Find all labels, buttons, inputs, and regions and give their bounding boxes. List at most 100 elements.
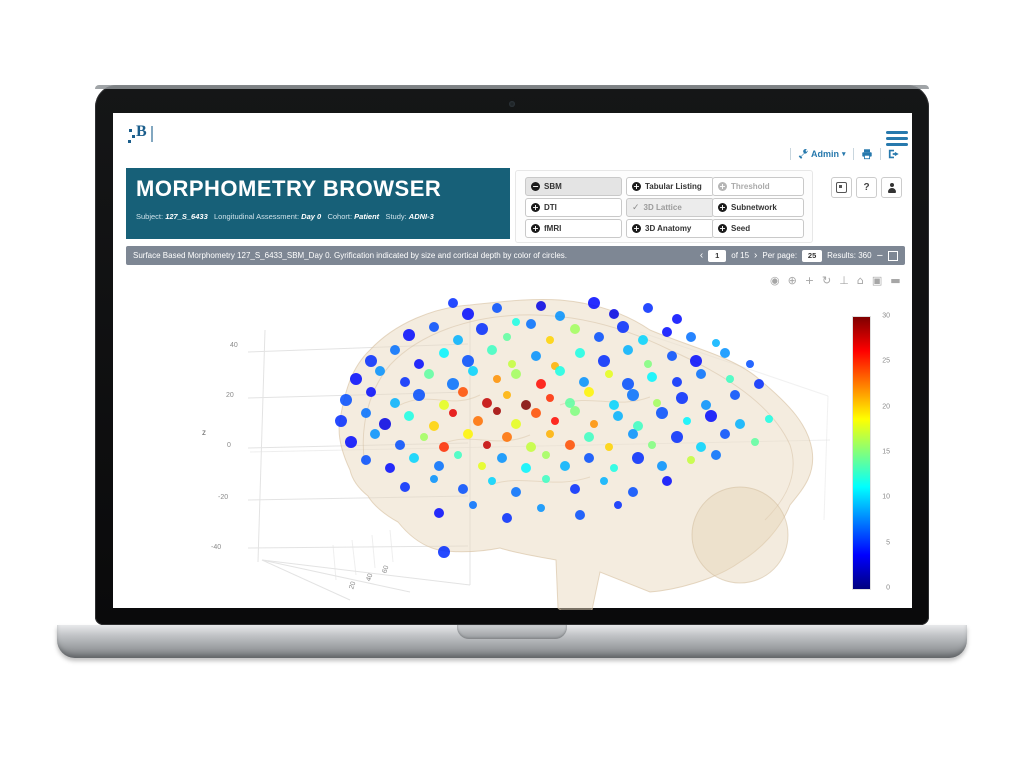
mode-button-sbm[interactable]: − SBM — [525, 177, 622, 196]
scatter-point[interactable] — [726, 375, 735, 384]
orbit-icon[interactable]: ↻ — [822, 274, 832, 287]
scatter-point[interactable] — [385, 463, 396, 474]
scatter-point[interactable] — [730, 389, 741, 400]
scatter-point[interactable] — [608, 400, 619, 411]
scatter-point[interactable] — [696, 442, 707, 453]
scatter-point[interactable] — [671, 313, 682, 324]
scatter-point[interactable] — [690, 354, 703, 367]
help-button[interactable]: ? — [856, 177, 877, 198]
scatter-point[interactable] — [653, 398, 662, 407]
scatter-point[interactable] — [750, 438, 759, 447]
logout-button[interactable] — [888, 148, 900, 160]
scatter-point[interactable] — [536, 503, 545, 512]
scatter-point[interactable] — [551, 362, 560, 371]
scatter-point[interactable] — [546, 393, 555, 402]
scatter-point[interactable] — [622, 378, 635, 391]
scatter-point[interactable] — [687, 456, 696, 465]
scatter-point[interactable] — [501, 513, 512, 524]
camera-icon[interactable]: ◉ — [770, 274, 780, 287]
scatter-point[interactable] — [420, 432, 429, 441]
scatter-point[interactable] — [502, 333, 511, 342]
scatter-point[interactable] — [584, 452, 595, 463]
scatter-point[interactable] — [525, 319, 536, 330]
app-logo[interactable]: B — [127, 123, 157, 151]
scatter-point[interactable] — [389, 345, 400, 356]
scatter-point[interactable] — [511, 368, 522, 379]
scatter-point[interactable] — [428, 421, 439, 432]
plotly-logo-icon[interactable]: ▬ — [890, 274, 901, 287]
scatter-point[interactable] — [584, 387, 595, 398]
scatter-point[interactable] — [433, 460, 444, 471]
scatter-point[interactable] — [588, 297, 601, 310]
scatter-point[interactable] — [560, 460, 570, 471]
scatter-point[interactable] — [404, 410, 415, 421]
scatter-point[interactable] — [403, 328, 416, 341]
scatter-point[interactable] — [613, 410, 624, 421]
scatter-point[interactable] — [433, 507, 444, 518]
scatter-point[interactable] — [521, 463, 532, 474]
scatter-point[interactable] — [492, 406, 501, 415]
scatter-point[interactable] — [574, 510, 585, 521]
scatter-point[interactable] — [541, 474, 550, 483]
scatter-point[interactable] — [609, 464, 618, 473]
scatter-point[interactable] — [597, 354, 610, 367]
scatter-point[interactable] — [632, 421, 643, 432]
scatter-point[interactable] — [350, 373, 363, 386]
scatter-point[interactable] — [467, 366, 478, 377]
scatter-point[interactable] — [491, 303, 502, 314]
per-page-input[interactable] — [802, 249, 823, 262]
scatter-point[interactable] — [599, 477, 608, 486]
scatter-point[interactable] — [628, 429, 639, 440]
scatter-point[interactable] — [711, 338, 720, 347]
brain-plot-canvas[interactable] — [180, 285, 880, 610]
scatter-point[interactable] — [360, 408, 371, 419]
scatter-point[interactable] — [564, 439, 575, 450]
scatter-point[interactable] — [512, 317, 521, 326]
scatter-point[interactable] — [546, 335, 555, 344]
scatter-point[interactable] — [696, 368, 707, 379]
pan-icon[interactable]: + — [804, 274, 815, 287]
scatter-point[interactable] — [453, 334, 464, 345]
scatter-point[interactable] — [682, 417, 691, 426]
scatter-point[interactable] — [335, 415, 348, 428]
scatter-point[interactable] — [628, 486, 639, 497]
scatter-point[interactable] — [449, 409, 458, 418]
scatter-point[interactable] — [409, 452, 420, 463]
scatter-point[interactable] — [428, 321, 439, 332]
scatter-point[interactable] — [364, 354, 377, 367]
scatter-point[interactable] — [608, 308, 619, 319]
mode-button-seed[interactable]: + Seed — [712, 219, 804, 238]
scatter-point[interactable] — [675, 391, 688, 404]
scatter-point[interactable] — [754, 379, 765, 390]
collapse-button[interactable]: − — [876, 249, 883, 262]
scatter-point[interactable] — [375, 366, 386, 377]
scatter-point[interactable] — [468, 500, 477, 509]
scatter-point[interactable] — [604, 443, 613, 452]
reset-camera-icon[interactable]: ⌂ — [856, 274, 864, 287]
scatter-point[interactable] — [461, 354, 474, 367]
scatter-point[interactable] — [482, 397, 493, 408]
scatter-point[interactable] — [579, 376, 590, 387]
scatter-point[interactable] — [637, 334, 648, 345]
scatter-point[interactable] — [535, 300, 546, 311]
scatter-point[interactable] — [745, 359, 754, 368]
scatter-point[interactable] — [686, 332, 697, 343]
scatter-point[interactable] — [492, 375, 501, 384]
scatter-point[interactable] — [648, 440, 657, 449]
scatter-point[interactable] — [476, 323, 489, 336]
scatter-point[interactable] — [574, 348, 585, 359]
scatter-point[interactable] — [496, 452, 507, 463]
scatter-point[interactable] — [461, 307, 474, 320]
user-button[interactable] — [881, 177, 902, 198]
scatter-point[interactable] — [360, 455, 371, 466]
scatter-point[interactable] — [642, 303, 653, 314]
scatter-point[interactable] — [340, 394, 353, 407]
scatter-point[interactable] — [345, 436, 358, 449]
scatter-point[interactable] — [671, 376, 682, 387]
mode-button-3d-lattice[interactable]: ✓ 3D Lattice — [626, 198, 714, 217]
scatter-point[interactable] — [569, 405, 580, 416]
scatter-point[interactable] — [555, 311, 566, 322]
scatter-point[interactable] — [704, 409, 717, 422]
scatter-point[interactable] — [511, 486, 522, 497]
next-page-button[interactable]: › — [754, 249, 758, 261]
